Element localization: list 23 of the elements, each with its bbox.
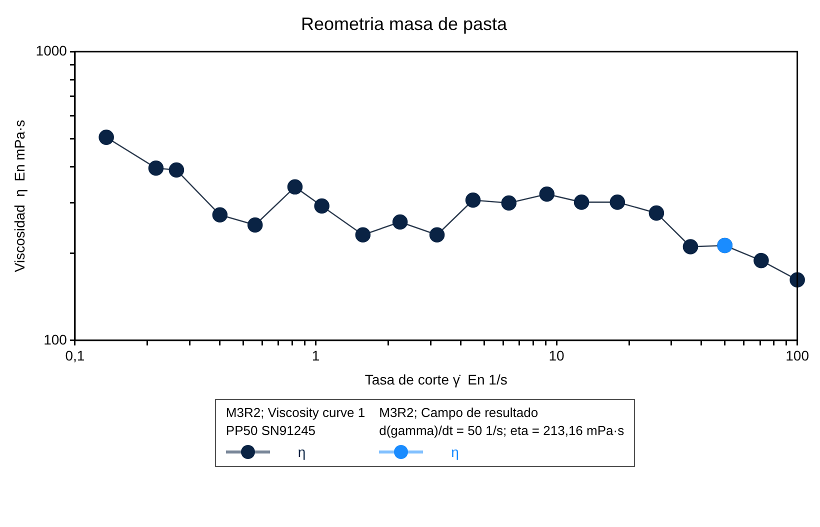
x-tick-label: 0,1: [65, 348, 85, 364]
text: M3R2; Campo de resultado d(gamma)/dt = 50 1/s; eta = 213,16 mPa·s: [379, 404, 624, 440]
point: [247, 217, 263, 233]
point: [501, 195, 517, 211]
point: [754, 252, 769, 268]
x-tick-label: 10: [548, 348, 565, 364]
point: [355, 227, 371, 242]
legend-label: η: [298, 444, 306, 460]
text: M3R2; Viscosity curve 1 PP50 SN91245: [226, 404, 366, 440]
point: [429, 227, 445, 242]
x-axis-title: Tasa de corte γ̇ En 1/s: [364, 371, 508, 388]
x-tick-label: 1: [312, 348, 320, 364]
point: [574, 194, 590, 210]
chart-title: Reometria masa de pasta: [300, 14, 508, 34]
legend-label: η: [451, 444, 459, 460]
point: [610, 194, 626, 210]
point: [392, 214, 408, 230]
x-tick-label: 100: [786, 348, 810, 364]
point: [212, 207, 228, 223]
point: [465, 192, 481, 208]
y-tick-label: 1000: [36, 42, 68, 58]
point: [682, 239, 698, 254]
y-axis-title: Viscosidad η En mPa·s: [11, 120, 28, 272]
